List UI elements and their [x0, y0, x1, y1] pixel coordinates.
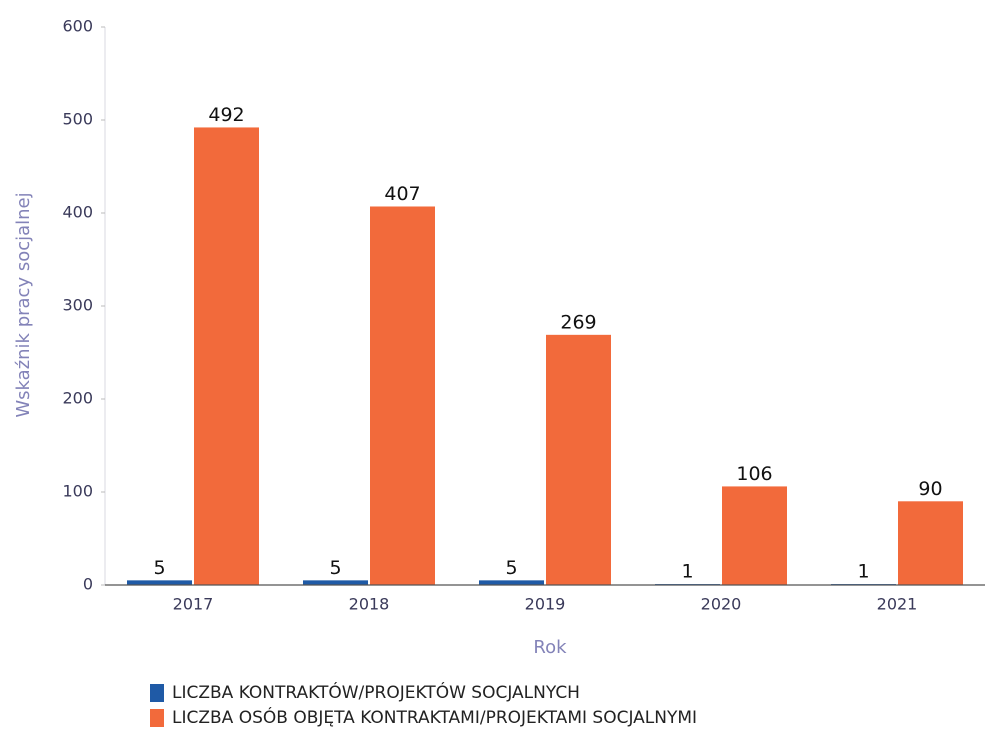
value-label: 5: [153, 557, 165, 579]
x-tick-label: 2018: [349, 595, 390, 614]
y-tick-label: 100: [62, 482, 93, 501]
bar: [898, 501, 963, 585]
x-tick-label: 2021: [877, 595, 918, 614]
y-tick-label: 0: [83, 575, 93, 594]
bar: [479, 580, 544, 585]
legend-swatch: [150, 709, 164, 727]
value-label: 5: [329, 557, 341, 579]
bar: [722, 486, 787, 585]
value-label: 90: [918, 478, 942, 500]
legend-label: LICZBA OSÓB OBJĘTA KONTRAKTAMI/PROJEKTAM…: [172, 706, 697, 728]
y-tick-label: 400: [62, 203, 93, 222]
value-label: 492: [208, 104, 244, 126]
value-label: 269: [560, 311, 596, 333]
value-label: 407: [384, 183, 420, 205]
x-tick-label: 2019: [525, 595, 566, 614]
x-tick-label: 2020: [701, 595, 742, 614]
bar: [194, 127, 259, 585]
y-tick-label: 500: [62, 110, 93, 129]
value-label: 5: [505, 557, 517, 579]
x-tick-label: 2017: [173, 595, 214, 614]
bar: [546, 334, 611, 585]
bar: [303, 580, 368, 585]
value-label: 1: [857, 561, 869, 583]
y-tick-label: 300: [62, 296, 93, 315]
bar: [127, 580, 192, 585]
x-axis-title: Rok: [533, 637, 567, 658]
y-axis-title: Wskaźnik pracy socjalnej: [13, 192, 34, 417]
value-label: 106: [736, 463, 772, 485]
bar: [370, 206, 435, 586]
legend-label: LICZBA KONTRAKTÓW/PROJEKTÓW SOCJALNYCH: [172, 681, 580, 703]
y-tick-label: 200: [62, 389, 93, 408]
legend-swatch: [150, 684, 164, 702]
y-tick-label: 600: [62, 17, 93, 36]
value-label: 1: [681, 561, 693, 583]
